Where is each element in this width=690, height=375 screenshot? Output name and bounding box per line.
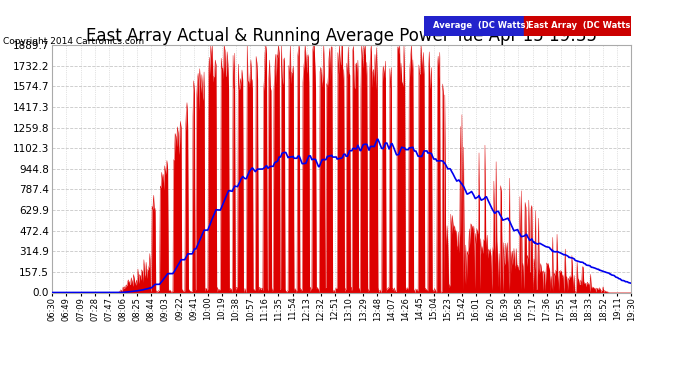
Bar [424,16,524,36]
Bar [524,16,631,36]
Text: Copyright 2014 Cartronics.com: Copyright 2014 Cartronics.com [3,38,145,46]
Text: Average  (DC Watts): Average (DC Watts) [433,21,529,30]
Text: East Array  (DC Watts): East Array (DC Watts) [528,21,634,30]
Title: East Array Actual & Running Average Power Tue Apr 15 19:35: East Array Actual & Running Average Powe… [86,27,597,45]
